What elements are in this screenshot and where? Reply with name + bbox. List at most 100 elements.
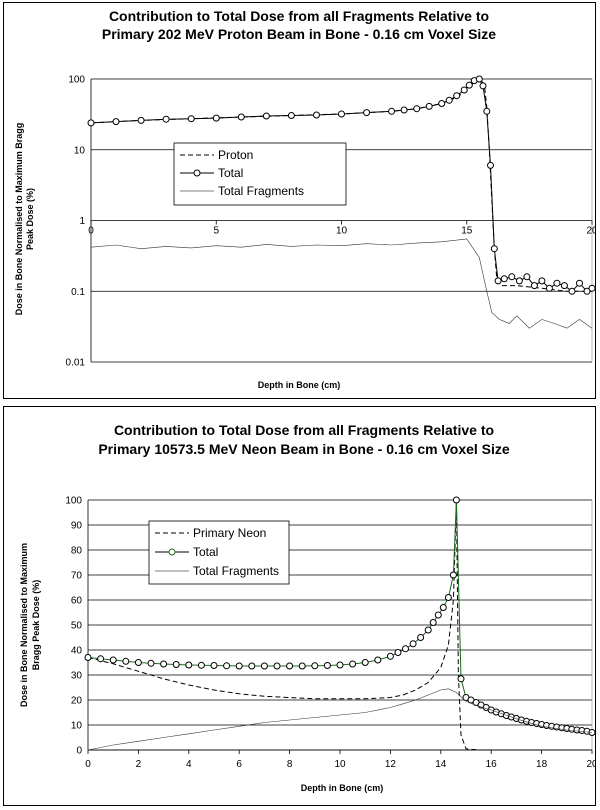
data-point-total [568,287,576,295]
x-axis-label: Depth in Bone (cm) [301,783,384,793]
data-point-total [97,655,105,663]
chart-title-line1: Contribution to Total Dose from all Frag… [109,8,489,24]
data-point-total [338,110,345,118]
data-point-total [374,656,382,664]
data-point-total [545,284,553,292]
data-point-total [298,662,306,670]
data-point-total [515,277,523,285]
data-point-total [523,273,531,281]
chart-title-line2: Primary 202 MeV Proton Beam in Bone - 0.… [102,26,496,42]
series-line-total-fragments [87,688,593,751]
data-point-total [388,107,396,115]
data-point-total [508,273,516,281]
data-point-total [413,105,421,113]
data-point-total [417,634,425,641]
x-tick-label: 0 [85,759,91,770]
legend-entry: Primary Neon [193,526,266,540]
data-point-total [87,119,95,127]
data-point-total [438,100,446,107]
data-point-total [361,659,369,666]
data-point-total [187,115,195,123]
y-tick-label: 40 [71,646,83,657]
x-axis-label: Depth in Bone (cm) [258,380,341,390]
chart-title-line2: Primary 10573.5 MeV Neon Beam in Bone - … [98,441,510,457]
data-point-total [147,659,155,667]
y-tick-label: 0.1 [71,287,85,298]
data-point-total [197,661,205,669]
legend-entry: Total Fragments [193,564,279,578]
data-point-total [287,112,295,119]
x-tick-label: 4 [186,759,192,770]
data-point-total [235,662,243,670]
y-axis-label-line2: Peak Dose (%) [25,188,35,250]
data-point-total [336,661,344,669]
series-line-total-fragments [90,238,593,329]
data-point-total [490,245,498,253]
data-point-total [363,109,371,117]
data-point-total [538,277,546,285]
data-point-total [262,112,270,120]
data-point-total [311,662,319,670]
data-point-total [452,496,460,504]
y-axis-label-line1: Dose in Bone Normalised to Maximum [19,543,29,707]
data-point-total [137,116,145,124]
data-point-total [465,81,473,89]
legend-box [173,142,347,206]
y-tick-label: 100 [68,75,85,86]
legend-entry: Proton [218,148,253,162]
x-tick-label: 16 [486,759,498,770]
data-point-total [583,287,591,295]
data-point-total [483,107,491,115]
data-point-total [475,75,483,83]
y-axis-label-line2: Bragg Peak Dose (%) [31,580,41,671]
data-point-total [424,626,432,634]
y-tick-label: 20 [71,696,83,707]
data-point-total [134,659,142,666]
data-point-total [394,649,402,656]
data-point-total [460,86,468,94]
data-point-total [434,611,442,619]
x-tick-label: 12 [385,759,397,770]
data-point-total [273,662,281,670]
data-point-total [530,282,538,290]
y-tick-label: 0 [76,746,82,757]
y-tick-label: 0.01 [66,358,86,369]
data-point-total [160,660,168,668]
data-point-total [400,106,408,114]
x-tick-label: 14 [435,759,447,770]
data-point-total [349,660,357,668]
data-point-total [260,662,268,670]
y-tick-label: 70 [71,571,83,582]
chart-title-line1: Contribution to Total Dose from all Frag… [114,422,494,438]
y-tick-label: 60 [71,596,83,607]
x-tick-label: 5 [213,226,219,237]
legend-marker [193,169,201,177]
data-point-total [172,661,180,668]
data-point-total [409,640,417,648]
data-point-total [402,645,409,653]
data-point-total [84,654,92,661]
data-point-total [212,114,220,122]
y-tick-label: 50 [71,621,83,632]
data-point-total [313,111,320,119]
data-point-total [109,656,117,664]
y-tick-label: 10 [74,145,86,156]
x-tick-label: 10 [336,226,348,237]
y-tick-label: 80 [71,546,83,557]
data-point-total [323,662,331,669]
y-tick-label: 30 [71,671,83,682]
data-point-total [386,652,394,660]
data-point-total [453,92,461,100]
neon-chart-svg: Contribution to Total Dose from all Frag… [19,422,598,793]
data-point-total [494,277,502,285]
data-point-total [185,661,193,669]
y-tick-label: 100 [65,496,82,507]
series-line-primary-neon [87,499,592,751]
x-tick-label: 6 [236,759,242,770]
data-point-total [439,604,447,611]
data-point-total [487,161,494,169]
y-axis-label-line1: Dose in Bone Normalised to Maximum Bragg [14,123,24,316]
data-point-total [223,662,231,670]
x-tick-label: 8 [287,759,293,770]
x-tick-label: 20 [586,759,595,770]
